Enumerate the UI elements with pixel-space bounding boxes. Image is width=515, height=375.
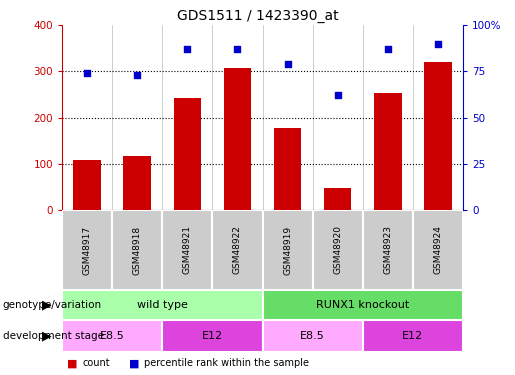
Bar (274, 128, 301, 210)
Text: GDS1511 / 1423390_at: GDS1511 / 1423390_at (177, 9, 338, 23)
Text: GSM48921: GSM48921 (183, 225, 192, 274)
Text: ▶: ▶ (42, 298, 52, 312)
Text: GSM48923: GSM48923 (383, 225, 392, 274)
Text: GSM48917: GSM48917 (82, 225, 92, 274)
Bar (363, 320, 463, 352)
Text: E8.5: E8.5 (300, 331, 325, 341)
Bar (263, 290, 463, 320)
Text: GSM48924: GSM48924 (434, 226, 442, 274)
Bar (224, 68, 251, 210)
Bar (313, 210, 363, 290)
Point (384, 46, 392, 52)
Text: wild type: wild type (137, 300, 187, 310)
Bar (62, 210, 112, 290)
Text: count: count (82, 358, 110, 369)
Text: ■: ■ (67, 358, 78, 369)
Bar (374, 93, 402, 210)
Point (133, 72, 141, 78)
Bar (124, 156, 151, 210)
Text: E12: E12 (202, 331, 223, 341)
Point (183, 46, 192, 52)
Text: GSM48918: GSM48918 (133, 225, 142, 274)
Text: GSM48920: GSM48920 (333, 225, 342, 274)
Bar (162, 320, 263, 352)
Text: E8.5: E8.5 (100, 331, 125, 341)
Text: GSM48919: GSM48919 (283, 225, 292, 274)
Text: development stage: development stage (3, 331, 104, 341)
Bar (424, 62, 452, 210)
Point (334, 92, 342, 98)
Text: ▶: ▶ (42, 330, 52, 342)
Bar (174, 98, 201, 210)
Text: genotype/variation: genotype/variation (3, 300, 101, 310)
Point (434, 40, 442, 46)
Bar (363, 210, 413, 290)
Bar (112, 210, 162, 290)
Point (83, 70, 91, 76)
Bar (413, 210, 463, 290)
Text: GSM48922: GSM48922 (233, 226, 242, 274)
Bar (263, 210, 313, 290)
Text: percentile rank within the sample: percentile rank within the sample (144, 358, 310, 369)
Bar (62, 320, 162, 352)
Bar (62, 290, 263, 320)
Bar (263, 320, 363, 352)
Text: RUNX1 knockout: RUNX1 knockout (316, 300, 409, 310)
Bar (73, 160, 101, 210)
Text: ■: ■ (129, 358, 140, 369)
Bar (162, 210, 212, 290)
Bar (324, 188, 351, 210)
Point (233, 46, 242, 52)
Text: E12: E12 (402, 331, 423, 341)
Point (283, 61, 291, 67)
Bar (212, 210, 263, 290)
